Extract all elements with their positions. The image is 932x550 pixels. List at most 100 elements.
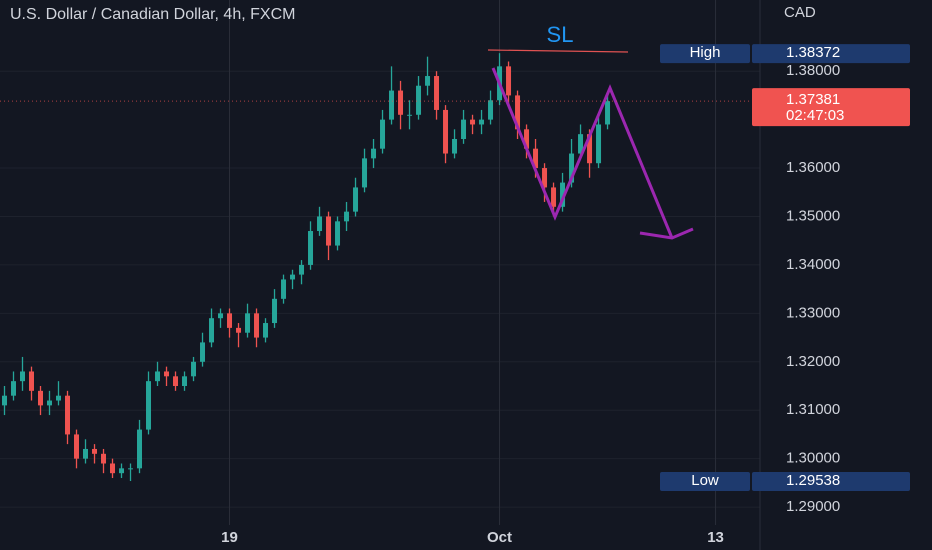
candle-body	[380, 119, 386, 149]
candle-body	[182, 376, 188, 387]
candle-body	[200, 342, 206, 362]
countdown: 02:47:03	[786, 107, 844, 124]
y-tick-label: 1.35000	[786, 207, 840, 224]
candle-body	[587, 134, 593, 164]
y-axis-title: CAD	[784, 4, 816, 21]
candle-body	[155, 371, 161, 382]
candle-body	[560, 182, 566, 207]
candle-body	[452, 138, 458, 154]
candle-body	[110, 463, 116, 474]
candle-body	[119, 468, 125, 474]
sl-line	[487, 49, 629, 53]
candle-body	[254, 313, 260, 338]
last-price-label: 1.37381	[786, 91, 840, 108]
x-tick-label: 19	[221, 529, 238, 546]
high-name-box	[660, 44, 750, 64]
candle-body	[173, 376, 179, 387]
candle-body	[326, 216, 332, 246]
low-value: 1.29538	[786, 472, 840, 489]
candle-body	[65, 395, 71, 435]
candle-body	[38, 390, 44, 406]
candle-body	[227, 313, 233, 328]
candle-body	[83, 448, 89, 459]
candle-body	[101, 453, 107, 464]
y-tick-label: 1.29000	[786, 498, 840, 515]
y-tick-label: 1.32000	[786, 353, 840, 370]
chart-title: U.S. Dollar / Canadian Dollar, 4h, FXCM	[10, 6, 295, 23]
candle-body	[353, 187, 359, 212]
candle-body	[29, 371, 35, 391]
candle-body	[128, 468, 134, 470]
candle-body	[299, 264, 305, 275]
candle-body	[209, 318, 215, 343]
candle-body	[524, 129, 530, 149]
candle-body	[20, 371, 26, 382]
candle-body	[425, 76, 431, 86]
candle-body	[317, 216, 323, 232]
y-tick-label: 1.30000	[786, 450, 840, 467]
low-name: Low	[691, 472, 719, 489]
y-tick-label: 1.31000	[786, 401, 840, 418]
candle-body	[218, 313, 224, 319]
candle-body	[263, 323, 269, 338]
candle-body	[92, 448, 98, 454]
candle-body	[11, 381, 17, 396]
candle-body	[434, 76, 440, 110]
candle-body	[533, 148, 539, 169]
candle-body	[281, 279, 287, 299]
candle-body	[236, 327, 242, 333]
candle-body	[470, 119, 476, 125]
candle-body	[47, 400, 53, 406]
candle-body	[479, 119, 485, 125]
candle-body	[596, 124, 602, 164]
pattern-drawing	[491, 67, 674, 239]
candle-body	[371, 148, 377, 159]
candle-body	[290, 274, 296, 280]
candle-body	[146, 381, 152, 430]
candle-body	[335, 221, 341, 246]
low-value-box	[752, 472, 910, 492]
grid: 1.29000 1.30000 1.31000 1.32000 1.33000 1.340…	[0, 0, 840, 546]
candle-body	[605, 101, 611, 125]
candle-body	[578, 134, 584, 154]
candle-body	[191, 361, 197, 377]
high-name: High	[690, 44, 721, 61]
candle-body	[344, 211, 350, 222]
y-tick-label: 1.36000	[786, 159, 840, 176]
candle-body	[362, 158, 368, 188]
candle-body	[488, 100, 494, 120]
annotation: SL	[547, 22, 574, 47]
candle-body	[407, 114, 413, 116]
x-tick-label: 13	[707, 529, 724, 546]
candle-body	[542, 168, 548, 188]
y-tick-label: 1.33000	[786, 304, 840, 321]
candle-body	[551, 187, 557, 207]
candle-body	[515, 95, 521, 130]
candle-body	[461, 119, 467, 139]
candle-body	[398, 90, 404, 115]
x-tick-label: Oct	[487, 529, 512, 546]
candle-body	[308, 231, 314, 265]
last-price-box	[752, 88, 910, 127]
candle-body	[245, 313, 251, 333]
candle-body	[56, 395, 62, 401]
y-tick-label: 1.38000	[786, 62, 840, 79]
high-value: 1.38372	[786, 44, 840, 61]
high-value-box	[752, 44, 910, 64]
low-name-box	[660, 472, 750, 492]
candle-body	[443, 109, 449, 154]
candle-body	[164, 371, 170, 377]
arrow-head	[639, 227, 694, 240]
candle-body	[2, 395, 8, 406]
candle-body	[272, 298, 278, 324]
candle-body	[569, 153, 575, 183]
candle-body	[416, 85, 422, 115]
candle-body	[74, 434, 80, 459]
candle-body	[506, 66, 512, 96]
candle-body	[389, 90, 395, 120]
candle-body	[137, 429, 143, 469]
y-tick-label: 1.34000	[786, 256, 840, 273]
